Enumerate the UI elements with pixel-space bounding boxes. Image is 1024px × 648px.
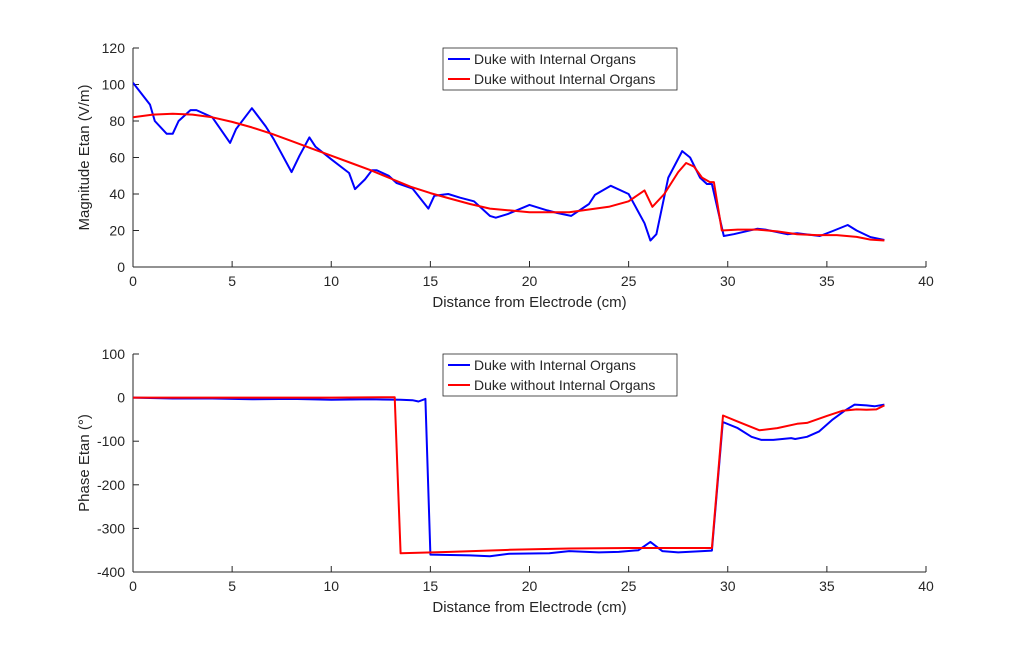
x-tick-label: 0	[129, 578, 137, 594]
x-tick-label: 0	[129, 273, 137, 289]
y-tick-label: 80	[109, 113, 125, 129]
x-tick-label: 10	[323, 578, 339, 594]
y-tick-label: 0	[117, 390, 125, 406]
x-tick-label: 25	[621, 578, 637, 594]
x-tick-label: 5	[228, 578, 236, 594]
y-tick-label: 20	[109, 223, 125, 239]
legend-box	[442, 47, 678, 91]
series-line-without-organs	[133, 112, 885, 242]
series-line-with-organs	[133, 396, 885, 558]
x-tick-label: 40	[918, 273, 934, 289]
x-tick-label: 15	[423, 273, 439, 289]
x-tick-label: 20	[522, 578, 538, 594]
x-axis-label: Distance from Electrode (cm)	[432, 294, 626, 311]
series-line-with-organs	[133, 82, 885, 242]
legend-entry: Duke with Internal Organs	[474, 51, 636, 67]
y-tick-label: 0	[117, 259, 125, 275]
y-tick-label: -400	[97, 564, 125, 580]
phase-axes: 0 5 10 15 20 25 30 35 40 -400 -300 -200 -100 0 100 Dist…	[76, 346, 934, 616]
x-tick-label: 35	[819, 578, 835, 594]
x-tick-label: 20	[522, 273, 538, 289]
legend-entry: Duke without Internal Organs	[474, 71, 655, 87]
y-tick-label: 120	[102, 40, 126, 56]
x-tick-label: 30	[720, 273, 736, 289]
x-tick-label: 15	[423, 578, 439, 594]
magnitude-axes: 0 5 10 15 20 25 30 35 40 0 20 40 60 80 100 120 Distance …	[76, 40, 934, 311]
x-tick-label: 25	[621, 273, 637, 289]
x-tick-label: 30	[720, 578, 736, 594]
y-tick-label: 100	[102, 77, 126, 93]
x-tick-label: 35	[819, 273, 835, 289]
y-tick-label: 40	[109, 186, 125, 202]
y-tick-label: -200	[97, 477, 125, 493]
y-axis-label: Phase Etan (°)	[76, 414, 93, 512]
legend: Duke with Internal Organs Duke without In…	[442, 47, 678, 91]
y-tick-label: 60	[109, 150, 125, 166]
series-line-without-organs	[133, 396, 885, 555]
y-axis-label: Magnitude Etan (V/m)	[76, 85, 93, 231]
legend: Duke with Internal Organs Duke without In…	[442, 353, 678, 397]
legend-entry: Duke with Internal Organs	[474, 357, 636, 373]
x-axis-label: Distance from Electrode (cm)	[432, 599, 626, 616]
y-tick-label: 100	[102, 346, 126, 362]
y-tick-label: -300	[97, 520, 125, 536]
x-tick-label: 10	[323, 273, 339, 289]
x-tick-label: 40	[918, 578, 934, 594]
y-tick-label: -100	[97, 433, 125, 449]
legend-box	[442, 353, 678, 397]
x-tick-label: 5	[228, 273, 236, 289]
legend-entry: Duke without Internal Organs	[474, 377, 655, 393]
